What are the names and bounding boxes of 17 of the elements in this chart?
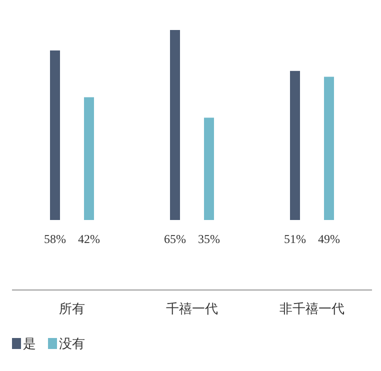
bar (204, 118, 214, 220)
data-label: 42% (78, 232, 100, 246)
data-label: 49% (318, 232, 340, 246)
data-label: 58% (44, 232, 66, 246)
bar (84, 97, 94, 220)
x-tick-label: 所有 (59, 302, 85, 317)
data-label: 51% (284, 232, 306, 246)
x-tick-label: 千禧一代 (166, 302, 218, 317)
data-label: 35% (198, 232, 220, 246)
bar (324, 76, 334, 220)
data-label: 65% (164, 232, 186, 246)
x-tick-label: 非千禧一代 (280, 302, 344, 317)
bar (290, 70, 300, 220)
legend-label: 是 (23, 337, 36, 352)
bar (170, 30, 180, 220)
bar (50, 50, 60, 220)
legend-label: 没有 (59, 337, 85, 352)
